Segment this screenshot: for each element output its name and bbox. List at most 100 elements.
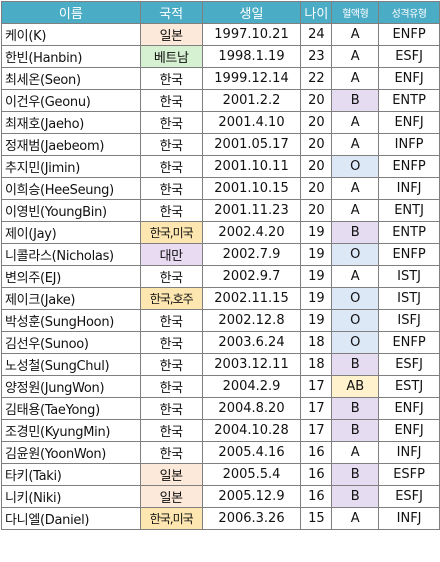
cell-birthday[interactable]: 2001.11.23 <box>201 199 302 222</box>
cell-blood-type[interactable]: A <box>331 67 380 90</box>
cell-birthday[interactable]: 2004.10.28 <box>201 419 302 442</box>
cell-birthday[interactable]: 2002.4.20 <box>201 221 302 244</box>
cell-personality-type[interactable]: ESFP <box>378 463 440 486</box>
header-name[interactable]: 이름 <box>1 1 141 24</box>
cell-age[interactable]: 20 <box>300 177 333 200</box>
cell-nationality[interactable]: 한국 <box>139 89 203 112</box>
cell-birthday[interactable]: 1998.1.19 <box>201 45 302 68</box>
cell-personality-type[interactable]: INFP <box>378 133 440 156</box>
cell-personality-type[interactable]: ESFJ <box>378 45 440 68</box>
cell-age[interactable]: 19 <box>300 221 333 244</box>
cell-nationality[interactable]: 한국 <box>139 397 203 420</box>
cell-personality-type[interactable]: ISTJ <box>378 287 440 310</box>
cell-age[interactable]: 22 <box>300 67 333 90</box>
cell-age[interactable]: 20 <box>300 133 333 156</box>
cell-name[interactable]: 조경민(KyungMin) <box>1 419 141 442</box>
cell-birthday[interactable]: 2001.10.15 <box>201 177 302 200</box>
cell-personality-type[interactable]: ENTP <box>378 89 440 112</box>
cell-name[interactable]: 최세온(Seon) <box>1 67 141 90</box>
cell-blood-type[interactable]: O <box>331 155 380 178</box>
cell-birthday[interactable]: 2006.3.26 <box>201 507 302 530</box>
cell-nationality[interactable]: 한국 <box>139 111 203 134</box>
cell-name[interactable]: 다니엘(Daniel) <box>1 507 141 530</box>
cell-blood-type[interactable]: B <box>331 353 380 376</box>
cell-name[interactable]: 김태용(TaeYong) <box>1 397 141 420</box>
cell-personality-type[interactable]: INFJ <box>378 507 440 530</box>
cell-blood-type[interactable]: A <box>331 177 380 200</box>
cell-nationality[interactable]: 한국 <box>139 67 203 90</box>
cell-name[interactable]: 추지민(Jimin) <box>1 155 141 178</box>
cell-birthday[interactable]: 2002.9.7 <box>201 265 302 288</box>
cell-birthday[interactable]: 2004.2.9 <box>201 375 302 398</box>
cell-nationality[interactable]: 한국 <box>139 375 203 398</box>
cell-nationality[interactable]: 한국 <box>139 155 203 178</box>
cell-personality-type[interactable]: ISFJ <box>378 309 440 332</box>
cell-name[interactable]: 최재호(Jaeho) <box>1 111 141 134</box>
cell-nationality[interactable]: 한국 <box>139 177 203 200</box>
cell-age[interactable]: 19 <box>300 287 333 310</box>
cell-birthday[interactable]: 2005.4.16 <box>201 441 302 464</box>
cell-name[interactable]: 니콜라스(Nicholas) <box>1 243 141 266</box>
cell-nationality[interactable]: 한국 <box>139 265 203 288</box>
cell-birthday[interactable]: 2001.05.17 <box>201 133 302 156</box>
cell-age[interactable]: 15 <box>300 507 333 530</box>
cell-personality-type[interactable]: ENTJ <box>378 199 440 222</box>
cell-birthday[interactable]: 2001.10.11 <box>201 155 302 178</box>
cell-blood-type[interactable]: B <box>331 397 380 420</box>
cell-age[interactable]: 19 <box>300 309 333 332</box>
header-birthday[interactable]: 생일 <box>201 1 302 24</box>
cell-age[interactable]: 17 <box>300 397 333 420</box>
cell-name[interactable]: 이희승(HeeSeung) <box>1 177 141 200</box>
cell-personality-type[interactable]: ENFP <box>378 243 440 266</box>
cell-personality-type[interactable]: ENFJ <box>378 397 440 420</box>
header-nationality[interactable]: 국적 <box>139 1 203 24</box>
cell-blood-type[interactable]: A <box>331 441 380 464</box>
cell-nationality[interactable]: 한국,미국 <box>139 507 203 530</box>
cell-age[interactable]: 19 <box>300 243 333 266</box>
cell-age[interactable]: 17 <box>300 375 333 398</box>
cell-name[interactable]: 변의주(EJ) <box>1 265 141 288</box>
cell-name[interactable]: 김윤원(YoonWon) <box>1 441 141 464</box>
cell-age[interactable]: 17 <box>300 419 333 442</box>
cell-birthday[interactable]: 2001.4.10 <box>201 111 302 134</box>
cell-name[interactable]: 이건우(Geonu) <box>1 89 141 112</box>
cell-birthday[interactable]: 2001.2.2 <box>201 89 302 112</box>
cell-personality-type[interactable]: ENFP <box>378 23 440 46</box>
cell-name[interactable]: 니키(Niki) <box>1 485 141 508</box>
cell-age[interactable]: 20 <box>300 89 333 112</box>
cell-age[interactable]: 20 <box>300 155 333 178</box>
cell-birthday[interactable]: 2002.11.15 <box>201 287 302 310</box>
cell-blood-type[interactable]: A <box>331 507 380 530</box>
cell-name[interactable]: 한빈(Hanbin) <box>1 45 141 68</box>
cell-birthday[interactable]: 2005.12.9 <box>201 485 302 508</box>
cell-name[interactable]: 케이(K) <box>1 23 141 46</box>
cell-name[interactable]: 양정원(JungWon) <box>1 375 141 398</box>
cell-personality-type[interactable]: ENFJ <box>378 419 440 442</box>
cell-blood-type[interactable]: A <box>331 133 380 156</box>
cell-nationality[interactable]: 한국 <box>139 419 203 442</box>
cell-nationality[interactable]: 일본 <box>139 23 203 46</box>
cell-personality-type[interactable]: INFJ <box>378 441 440 464</box>
cell-personality-type[interactable]: ISTJ <box>378 265 440 288</box>
cell-age[interactable]: 18 <box>300 353 333 376</box>
cell-nationality[interactable]: 한국 <box>139 133 203 156</box>
cell-name[interactable]: 김선우(Sunoo) <box>1 331 141 354</box>
cell-blood-type[interactable]: B <box>331 485 380 508</box>
cell-age[interactable]: 16 <box>300 463 333 486</box>
cell-personality-type[interactable]: ENFP <box>378 155 440 178</box>
cell-personality-type[interactable]: ENFJ <box>378 111 440 134</box>
cell-nationality[interactable]: 일본 <box>139 463 203 486</box>
cell-birthday[interactable]: 1997.10.21 <box>201 23 302 46</box>
cell-age[interactable]: 18 <box>300 331 333 354</box>
cell-personality-type[interactable]: ESFJ <box>378 353 440 376</box>
cell-blood-type[interactable]: O <box>331 287 380 310</box>
cell-birthday[interactable]: 2003.6.24 <box>201 331 302 354</box>
cell-birthday[interactable]: 2002.12.8 <box>201 309 302 332</box>
cell-name[interactable]: 타키(Taki) <box>1 463 141 486</box>
cell-blood-type[interactable]: B <box>331 419 380 442</box>
cell-age[interactable]: 20 <box>300 199 333 222</box>
cell-birthday[interactable]: 2004.8.20 <box>201 397 302 420</box>
cell-age[interactable]: 20 <box>300 111 333 134</box>
cell-nationality[interactable]: 대만 <box>139 243 203 266</box>
cell-blood-type[interactable]: B <box>331 463 380 486</box>
